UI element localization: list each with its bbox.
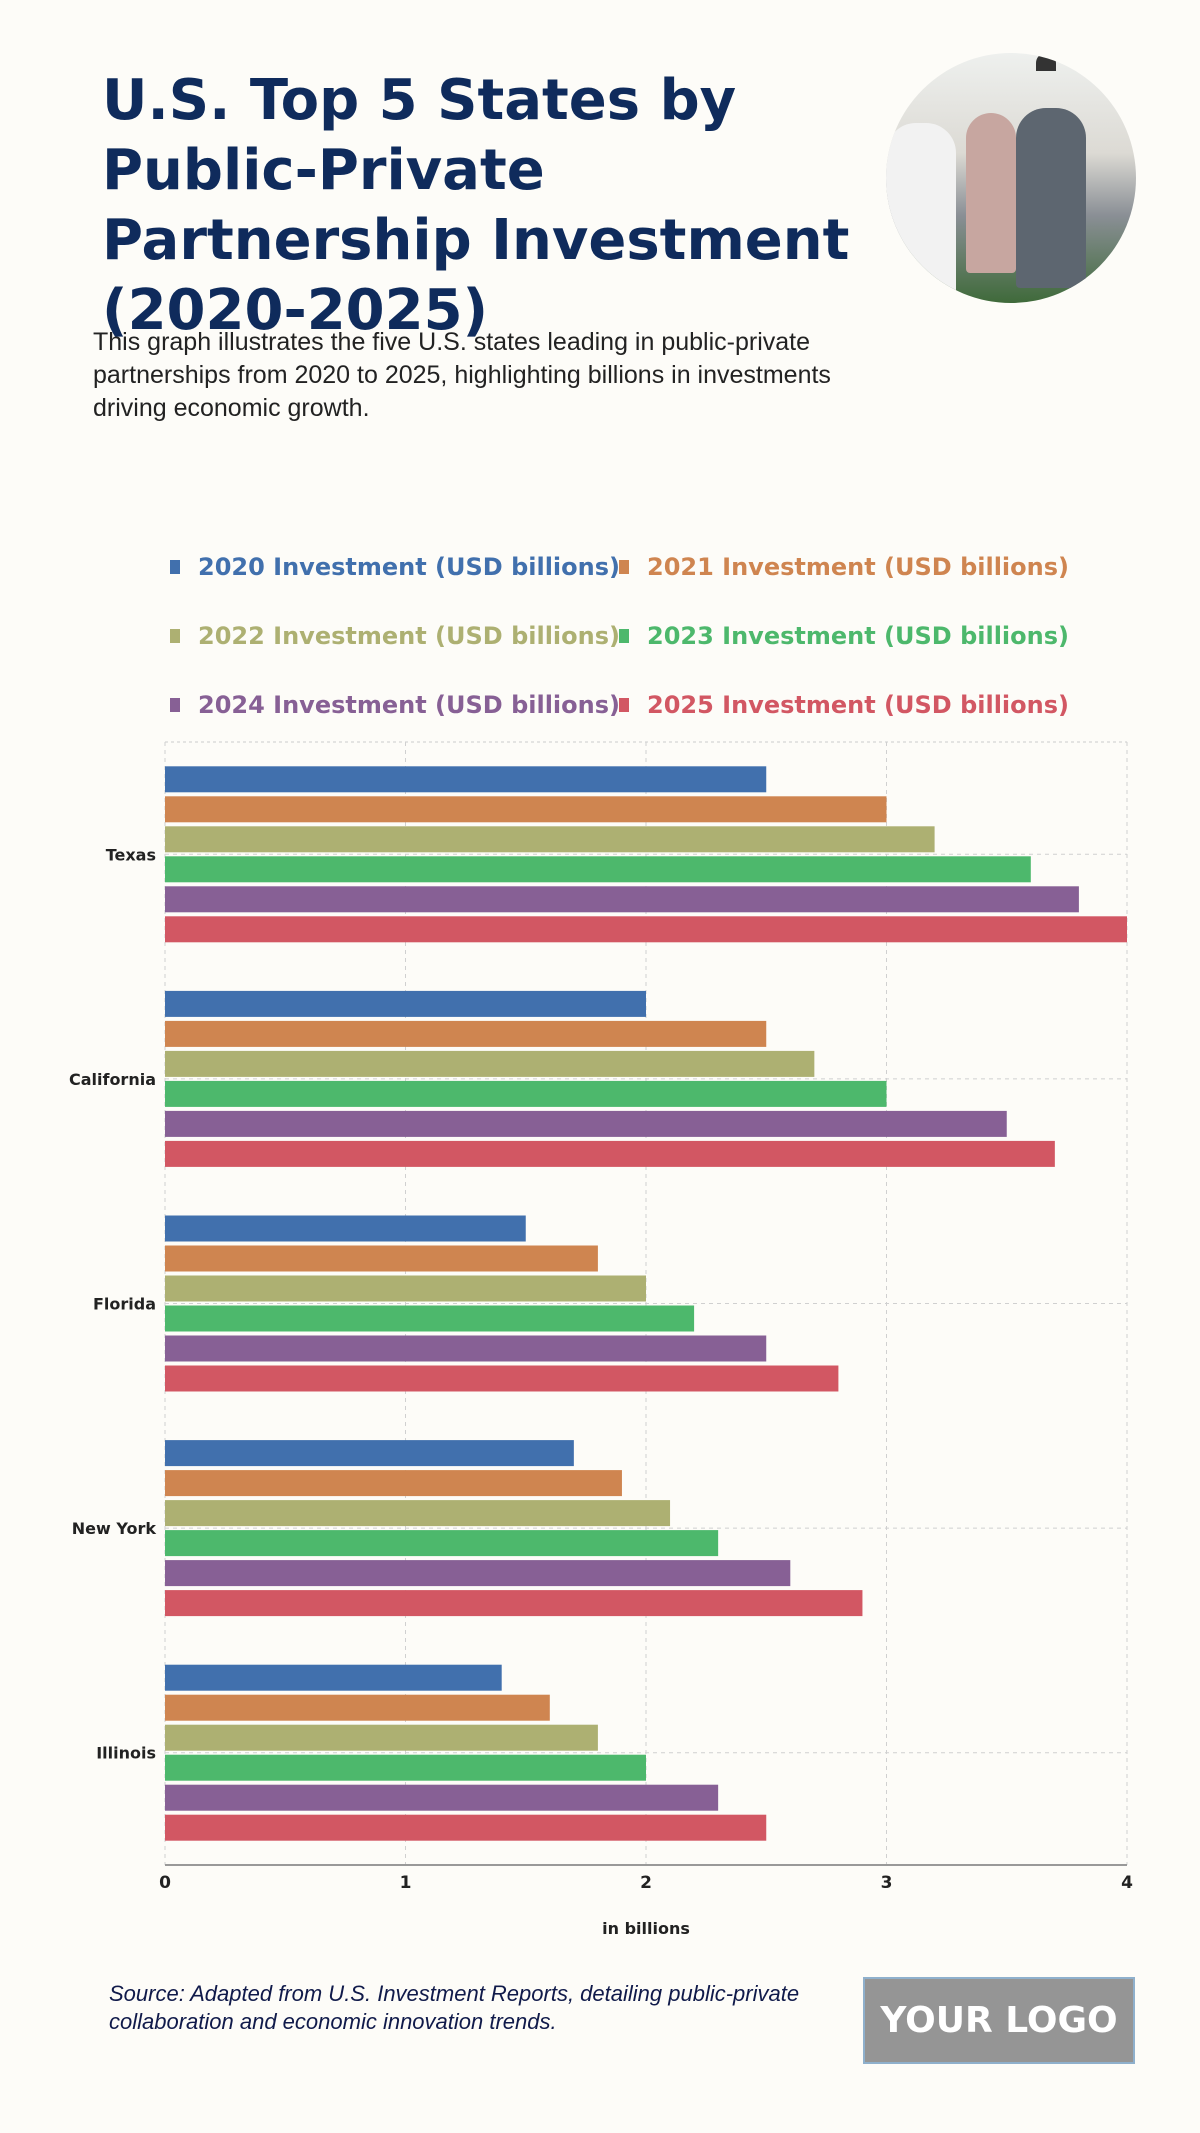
description: This graph illustrates the five U.S. sta… (93, 328, 831, 422)
bar-new-york-2020 (165, 1440, 574, 1467)
bar-new-york-2025 (165, 1590, 863, 1617)
legend-swatch (170, 560, 180, 574)
category-label: Florida (93, 1295, 156, 1314)
bar-texas-2023 (165, 856, 1031, 883)
x-axis-title: in billions (602, 1919, 690, 1938)
bar-california-2022 (165, 1050, 815, 1077)
legend-label: 2022 Investment (USD billions) (198, 622, 620, 650)
bar-new-york-2021 (165, 1470, 622, 1497)
legend-label: 2025 Investment (USD billions) (647, 691, 1069, 719)
legend-swatch (619, 698, 629, 712)
bar-florida-2025 (165, 1365, 839, 1392)
legend-item: 2025 Investment (USD billions) (619, 691, 1069, 719)
legend-label: 2020 Investment (USD billions) (198, 553, 620, 581)
bar-california-2021 (165, 1020, 767, 1047)
bar-florida-2022 (165, 1275, 646, 1302)
team-photo (886, 53, 1136, 303)
legend-swatch (170, 629, 180, 643)
bar-illinois-2025 (165, 1814, 767, 1841)
bar-new-york-2022 (165, 1500, 671, 1527)
x-tick-label: 2 (640, 1873, 652, 1893)
bar-texas-2022 (165, 826, 935, 853)
bar-texas-2025 (165, 916, 1127, 943)
bar-new-york-2023 (165, 1530, 719, 1557)
x-tick-label: 3 (881, 1873, 893, 1893)
category-label: Texas (106, 845, 156, 864)
bar-illinois-2020 (165, 1664, 502, 1691)
legend-swatch (619, 560, 629, 574)
bar-illinois-2021 (165, 1694, 550, 1721)
bar-california-2020 (165, 990, 646, 1017)
bar-california-2023 (165, 1080, 887, 1107)
bar-texas-2024 (165, 886, 1079, 913)
legend-label: 2024 Investment (USD billions) (198, 691, 620, 719)
category-label: Illinois (96, 1744, 156, 1763)
x-tick-label: 1 (400, 1873, 412, 1893)
bar-chart: 0 1 2 3 4 Texas California Florida New York Illin… (69, 741, 1133, 1938)
legend-swatch (619, 629, 629, 643)
page-title: U.S. Top 5 States by Public-Private Part… (102, 68, 850, 343)
legend-item: 2021 Investment (USD billions) (619, 553, 1069, 581)
legend-swatch (170, 698, 180, 712)
legend-item: 2020 Investment (USD billions) (170, 553, 620, 581)
bar-texas-2020 (165, 766, 767, 793)
legend-item: 2024 Investment (USD billions) (170, 691, 620, 719)
bar-illinois-2023 (165, 1754, 646, 1781)
bar-california-2024 (165, 1110, 1007, 1137)
legend-label: 2021 Investment (USD billions) (647, 553, 1069, 581)
bar-new-york-2024 (165, 1560, 791, 1587)
bar-florida-2024 (165, 1335, 767, 1362)
legend-item: 2022 Investment (USD billions) (170, 622, 620, 650)
category-label: California (69, 1070, 156, 1089)
bar-florida-2021 (165, 1245, 598, 1272)
bar-florida-2020 (165, 1215, 526, 1242)
bar-florida-2023 (165, 1305, 695, 1332)
bar-texas-2021 (165, 796, 887, 823)
x-tick-label: 4 (1121, 1873, 1133, 1893)
category-label: New York (72, 1519, 157, 1538)
logo-placeholder: YOUR LOGO (863, 1977, 1135, 2064)
source-note: Source: Adapted from U.S. Investment Rep… (109, 1981, 800, 2034)
bar-illinois-2024 (165, 1784, 719, 1811)
x-tick-label: 0 (159, 1873, 171, 1893)
bar-illinois-2022 (165, 1724, 598, 1751)
bar-california-2025 (165, 1140, 1055, 1167)
legend-label: 2023 Investment (USD billions) (647, 622, 1069, 650)
legend-item: 2023 Investment (USD billions) (619, 622, 1069, 650)
